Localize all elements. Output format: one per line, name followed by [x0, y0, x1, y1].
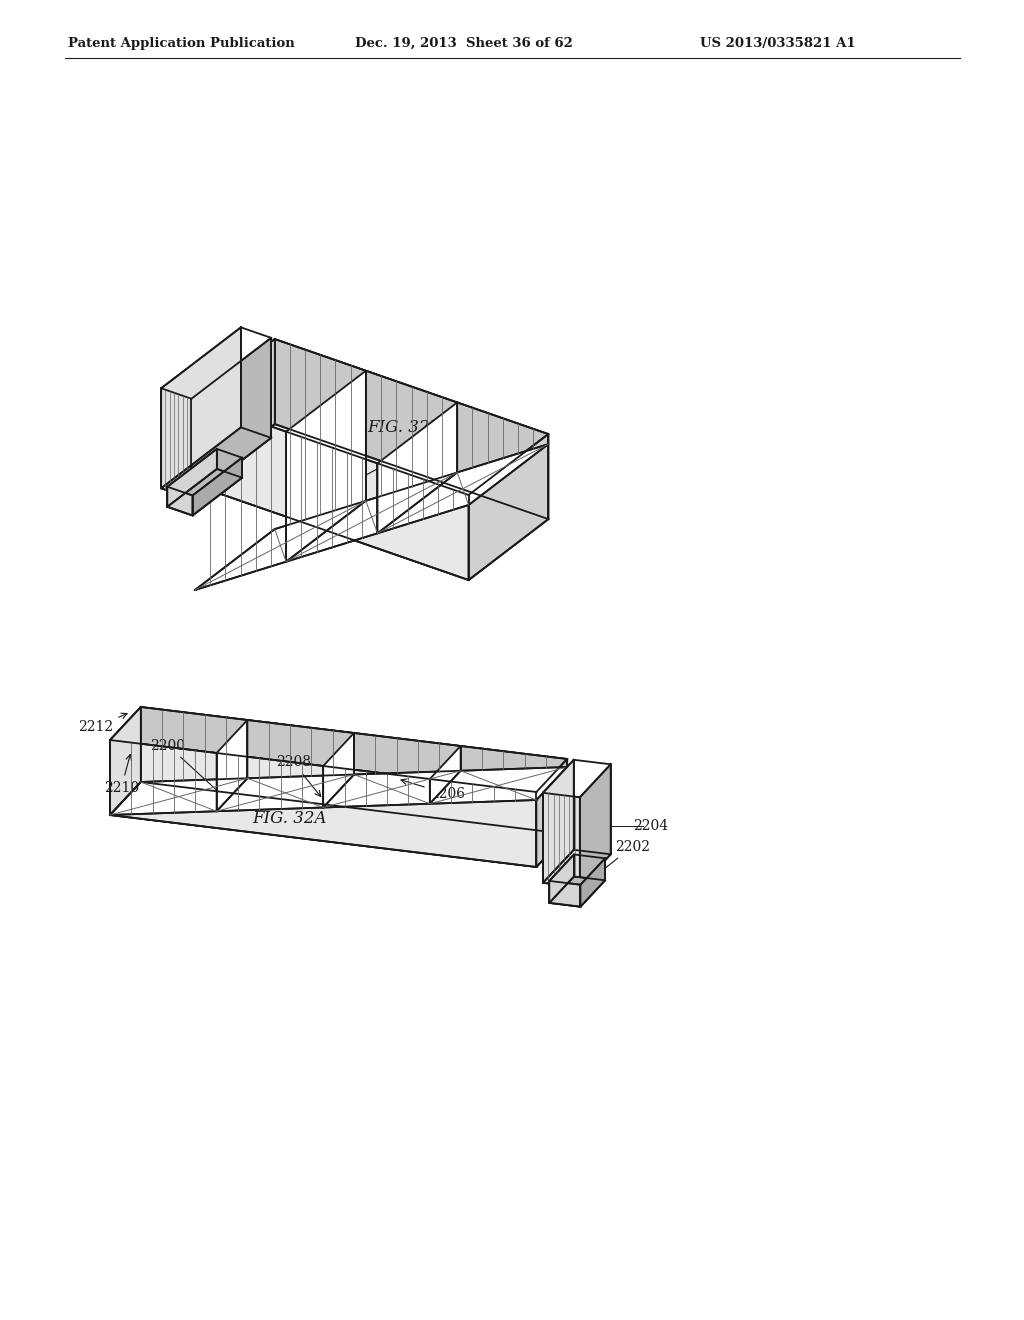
Polygon shape	[110, 708, 141, 814]
Polygon shape	[195, 444, 548, 590]
Polygon shape	[167, 469, 242, 516]
Polygon shape	[549, 880, 581, 907]
Text: 2210: 2210	[103, 755, 139, 795]
Polygon shape	[581, 858, 605, 907]
Polygon shape	[167, 487, 193, 516]
Text: Dec. 19, 2013  Sheet 36 of 62: Dec. 19, 2013 Sheet 36 of 62	[355, 37, 572, 50]
Polygon shape	[191, 338, 271, 499]
Polygon shape	[161, 428, 271, 499]
Text: 2200: 2200	[151, 738, 225, 797]
Polygon shape	[195, 424, 548, 579]
Polygon shape	[217, 719, 248, 812]
Polygon shape	[543, 793, 580, 887]
Polygon shape	[537, 759, 567, 867]
Text: FIG. 32A: FIG. 32A	[252, 810, 327, 828]
Polygon shape	[378, 403, 458, 533]
Text: US 2013/0335821 A1: US 2013/0335821 A1	[700, 37, 856, 50]
Polygon shape	[430, 746, 461, 804]
Polygon shape	[274, 339, 548, 519]
Polygon shape	[141, 708, 567, 834]
Polygon shape	[161, 327, 241, 488]
Polygon shape	[161, 388, 191, 499]
Polygon shape	[469, 434, 548, 579]
Polygon shape	[110, 741, 537, 867]
Polygon shape	[167, 449, 217, 507]
Text: 2208: 2208	[275, 755, 321, 796]
Polygon shape	[286, 371, 366, 562]
Polygon shape	[195, 339, 274, 484]
Text: FIG. 32B: FIG. 32B	[367, 420, 441, 436]
Polygon shape	[543, 760, 573, 883]
Polygon shape	[195, 339, 548, 495]
Polygon shape	[580, 764, 610, 887]
Text: 2204: 2204	[633, 818, 668, 833]
Polygon shape	[543, 850, 610, 887]
Text: 2202: 2202	[586, 840, 649, 884]
Polygon shape	[324, 733, 354, 808]
Text: 2206: 2206	[401, 779, 465, 801]
Polygon shape	[110, 708, 567, 792]
Polygon shape	[549, 854, 573, 903]
Polygon shape	[549, 876, 605, 907]
Text: 2220: 2220	[354, 434, 446, 480]
Text: Patent Application Publication: Patent Application Publication	[68, 37, 295, 50]
Polygon shape	[110, 781, 567, 867]
Polygon shape	[110, 767, 567, 814]
Polygon shape	[195, 400, 469, 579]
Text: 2212: 2212	[78, 713, 127, 734]
Polygon shape	[193, 458, 242, 516]
